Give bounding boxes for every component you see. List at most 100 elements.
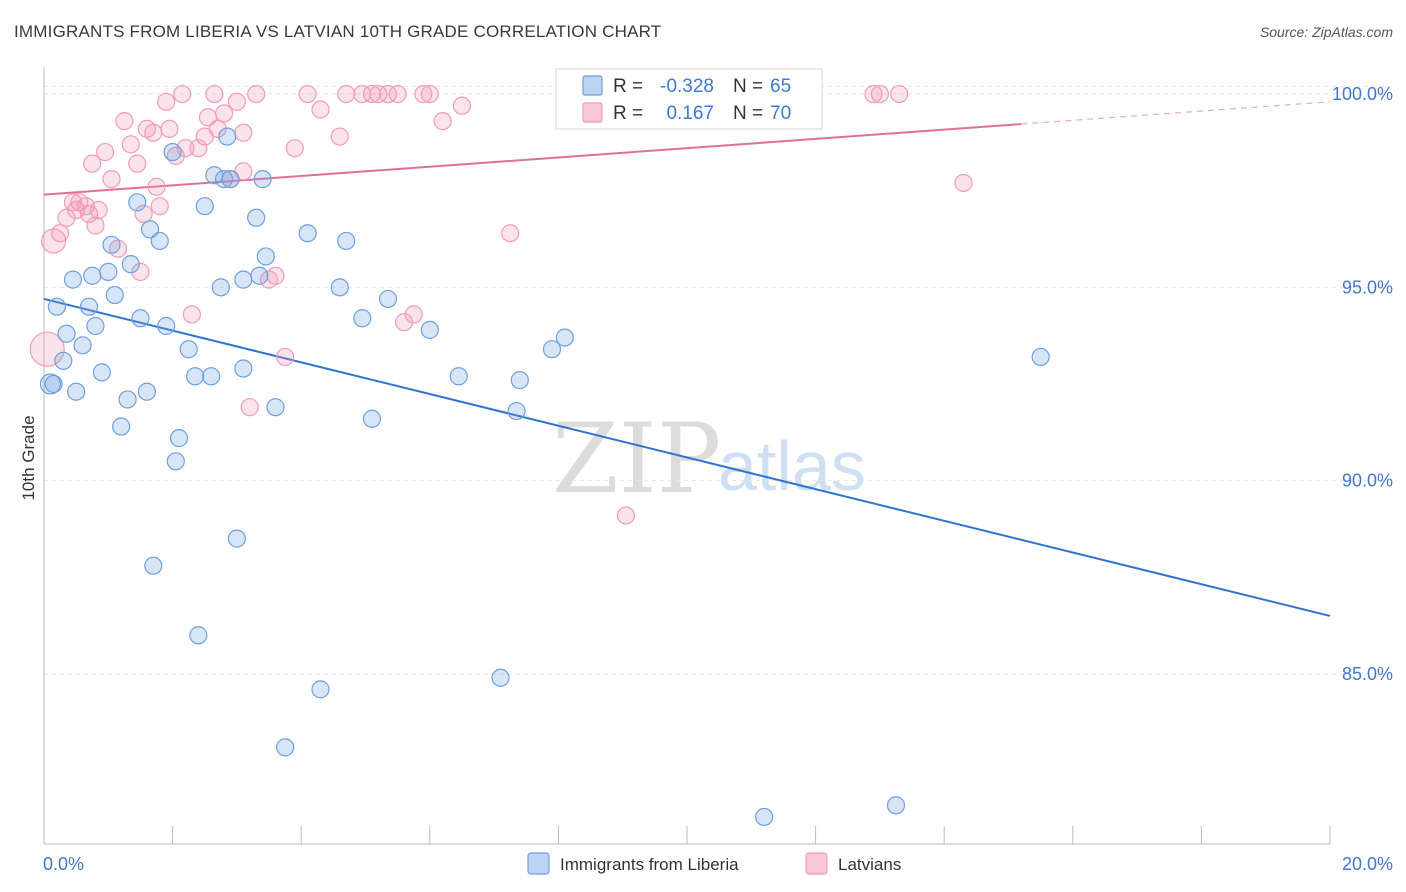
latvians-point: [337, 84, 356, 104]
liberia-point: [73, 336, 92, 355]
correlation-legend: R = -0.328 N = 65 R = 0.167 N = 70: [555, 68, 823, 130]
liberia-point: [298, 224, 317, 243]
liberia-point: [378, 289, 398, 309]
liberia-point: [99, 262, 118, 281]
liberia-point: [330, 278, 349, 297]
latvians-point: [102, 170, 121, 189]
latvians-point: [189, 139, 208, 158]
liberia-point: [555, 328, 574, 347]
latvians-point: [864, 84, 883, 104]
latvians-point: [79, 204, 99, 223]
y-tick-label: 95.0%: [1342, 277, 1393, 297]
latvians-point: [890, 84, 909, 104]
liberia-point: [353, 309, 372, 328]
latvians-point: [182, 305, 201, 324]
legend-r-value-1: -0.328: [660, 76, 714, 97]
latvians-point: [420, 84, 439, 104]
legend-r-label-2: R =: [613, 103, 643, 124]
latvians-point: [147, 177, 166, 196]
liberia-point: [227, 529, 246, 548]
latvians-point: [452, 96, 472, 115]
liberia-point: [44, 374, 63, 394]
latvians-point: [50, 224, 70, 243]
latvians-point: [311, 100, 330, 119]
liberia-point: [47, 297, 66, 316]
liberia-point: [247, 208, 266, 227]
legend-r-value-2: 0.167: [666, 103, 714, 124]
liberia-point: [491, 668, 510, 687]
liberia-point: [507, 401, 526, 421]
latvians-point: [433, 112, 452, 131]
watermark-atlas: atlas: [718, 427, 866, 505]
liberia-point: [102, 235, 121, 254]
liberia-point: [83, 266, 102, 285]
latvians-point: [616, 506, 636, 525]
liberia-point: [362, 409, 382, 428]
liberia-point: [214, 170, 234, 189]
liberia-point: [221, 170, 240, 189]
latvians-point: [378, 84, 398, 104]
series-legend: Immigrants from Liberia Latvians: [527, 852, 901, 875]
latvians-point: [388, 84, 407, 104]
latvians-point: [205, 84, 224, 104]
source-label: Source: ZipAtlas.com: [1259, 24, 1393, 40]
liberia-point: [137, 382, 156, 401]
liberia-point: [256, 247, 275, 266]
liberia-point: [140, 220, 160, 239]
liberia-point: [86, 316, 105, 336]
liberia-point: [105, 285, 124, 305]
latvians-point: [240, 398, 259, 417]
latvians-point: [95, 142, 115, 162]
liberia-point: [449, 367, 468, 386]
liberia-trend-line: [43, 297, 1331, 617]
liberia-point: [886, 796, 906, 815]
liberia-point: [186, 367, 205, 386]
liberia-point: [118, 390, 137, 409]
liberia-point: [131, 309, 150, 328]
liberia-point: [266, 398, 285, 417]
latvians-point: [128, 154, 147, 173]
liberia-point: [211, 278, 230, 297]
liberia-point: [112, 417, 131, 436]
liberia-point: [63, 270, 83, 289]
liberia-point: [253, 170, 272, 189]
liberia-point: [189, 626, 208, 645]
latvians-point: [414, 84, 433, 104]
liberia-point: [79, 297, 99, 316]
latvians-point: [83, 154, 102, 173]
bottom-legend-swatch-liberia: [527, 852, 550, 875]
latvians-point: [57, 208, 76, 227]
latvians-point: [298, 84, 317, 104]
latvians-point: [285, 139, 304, 158]
latvians-point: [160, 119, 179, 138]
liberia-point: [218, 127, 237, 146]
latvians-point: [41, 228, 67, 254]
latvians-point: [144, 123, 163, 142]
liberia-point: [276, 738, 295, 757]
latvians-point: [150, 197, 169, 216]
latvians-point: [394, 313, 414, 332]
tick-labels: 85.0% 90.0% 95.0% 100.0% 0.0% 20.0%: [43, 84, 1393, 874]
liberia-point: [195, 197, 214, 216]
liberia-point: [234, 270, 253, 289]
liberia-point: [337, 231, 356, 251]
latvians-point: [89, 200, 108, 220]
latvians-point: [266, 266, 285, 285]
x-tick-label: 0.0%: [43, 854, 84, 874]
latvians-point: [362, 84, 382, 104]
liberia-point: [1031, 347, 1050, 367]
latvians-point: [247, 84, 266, 104]
latvians-point: [214, 104, 234, 123]
latvians-point: [227, 92, 246, 111]
liberia-point: [157, 316, 176, 336]
y-axis-label: 10th Grade: [19, 415, 38, 500]
legend-swatch-latvians: [582, 102, 603, 123]
latvians-point: [115, 112, 134, 131]
chart-title: IMMIGRANTS FROM LIBERIA VS LATVIAN 10TH …: [14, 22, 662, 41]
liberia-point: [166, 452, 185, 471]
bottom-legend-label-latvians: Latvians: [838, 855, 901, 874]
latvians-point: [234, 123, 253, 142]
liberia-point: [420, 320, 439, 339]
legend-r-label-1: R =: [613, 76, 643, 97]
